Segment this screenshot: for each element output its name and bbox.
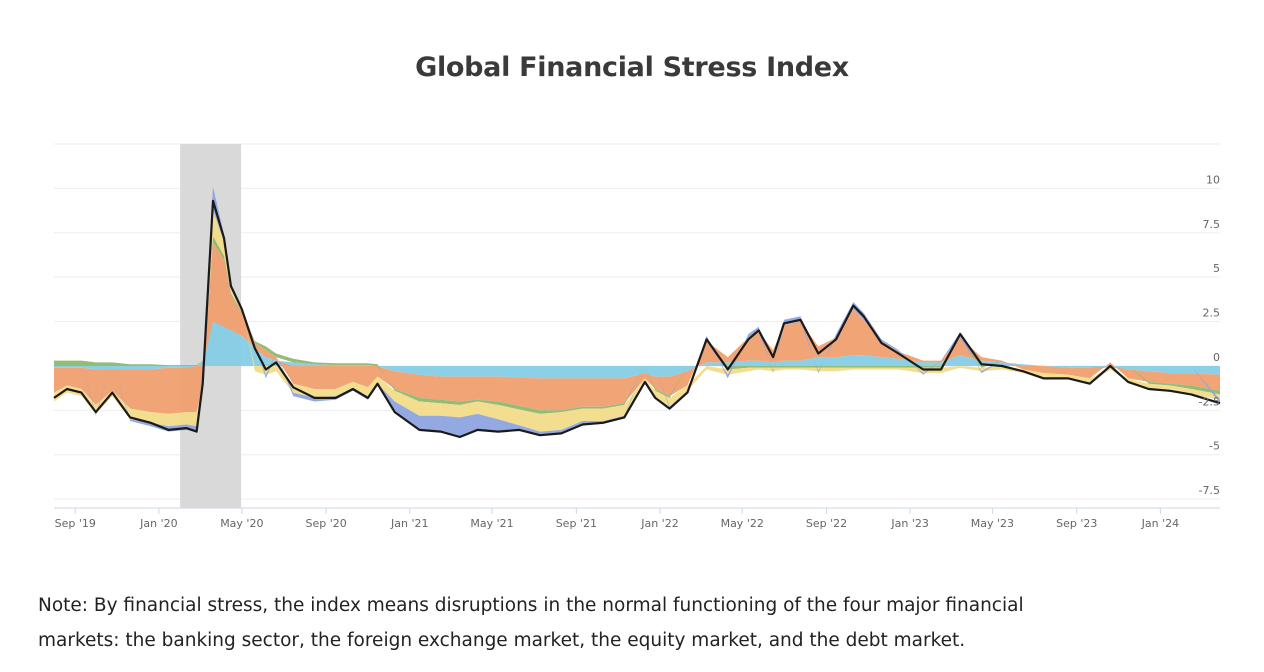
- y-tick-label: 2.5: [1203, 307, 1221, 320]
- y-tick-label: 7.5: [1203, 218, 1221, 231]
- y-axis: 10 7.5 5 2.5 0 -2.5 -5 -7.5: [1199, 173, 1220, 497]
- y-tick-label: -5: [1209, 440, 1220, 453]
- x-tick-label: Sep '22: [806, 517, 847, 530]
- y-tick-label: -7.5: [1199, 484, 1220, 497]
- x-tick-label: Sep '20: [306, 517, 347, 530]
- chart-title: Global Financial Stress Index: [415, 52, 849, 83]
- x-tick-label: Jan '20: [139, 517, 177, 530]
- index-line-group: [53, 199, 1221, 439]
- x-tick-label: Sep '21: [556, 517, 597, 530]
- x-axis: Sep '19 Jan '20 May '20 Sep '20 Jan '21 May '…: [54, 507, 1220, 530]
- note-line-1: Note: By financial stress, the index mea…: [38, 595, 1024, 616]
- y-tick-label: 0: [1213, 351, 1220, 364]
- chart-note: Note: By financial stress, the index mea…: [38, 588, 1238, 658]
- x-tick-label: May '21: [470, 517, 513, 530]
- x-tick-label: Jan '23: [890, 517, 928, 530]
- component-area-c1: [54, 321, 1220, 379]
- note-line-2: markets: the banking sector, the foreign…: [38, 630, 966, 651]
- index-line: [53, 199, 1221, 439]
- x-tick-label: Sep '19: [55, 517, 96, 530]
- y-tick-label: 10: [1206, 173, 1220, 186]
- component-areas: [54, 186, 1220, 437]
- y-tick-label: -2.5: [1199, 395, 1220, 408]
- x-tick-label: Jan '21: [390, 517, 428, 530]
- x-tick-label: May '23: [971, 517, 1014, 530]
- x-tick-label: May '20: [220, 517, 263, 530]
- component-area-c2: [54, 241, 1220, 414]
- x-tick-label: Jan '22: [640, 517, 678, 530]
- gridlines: [54, 143, 1220, 500]
- x-tick-label: Jan '24: [1141, 517, 1179, 530]
- x-tick-label: Sep '23: [1056, 517, 1097, 530]
- y-tick-label: 5: [1213, 262, 1220, 275]
- x-tick-label: May '22: [721, 517, 764, 530]
